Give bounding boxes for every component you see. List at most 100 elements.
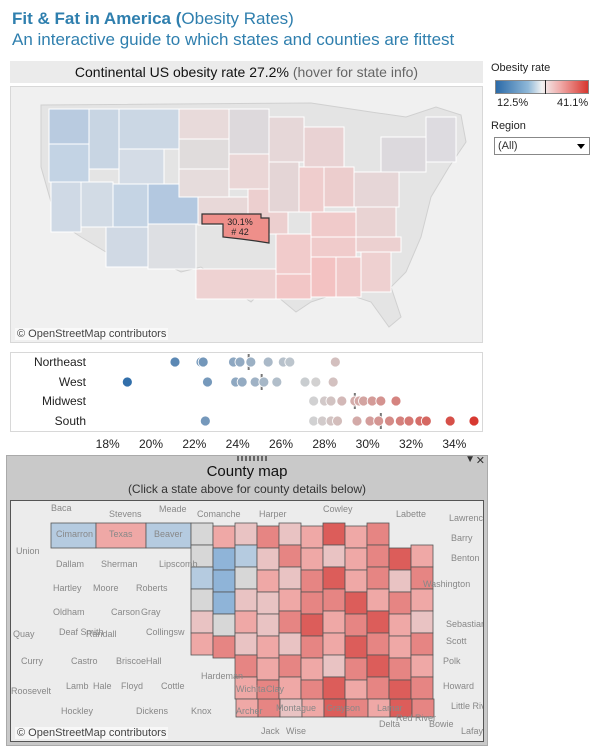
chevron-down-icon[interactable] bbox=[577, 144, 585, 149]
dot-south-0[interactable] bbox=[199, 415, 211, 427]
county-4-8[interactable] bbox=[366, 610, 390, 634]
county-1-2[interactable] bbox=[234, 544, 258, 568]
state-wi[interactable] bbox=[268, 116, 305, 163]
county-7-8[interactable] bbox=[366, 676, 390, 700]
county-3-1[interactable] bbox=[212, 591, 236, 615]
county-4-9[interactable] bbox=[388, 613, 412, 637]
county-2-0[interactable] bbox=[190, 566, 214, 590]
dot-northeast-2[interactable] bbox=[197, 356, 209, 368]
county-5-9[interactable] bbox=[388, 635, 412, 659]
dot-west-5[interactable] bbox=[258, 376, 270, 388]
county-1-4[interactable] bbox=[278, 544, 302, 568]
dot-midwest-2[interactable] bbox=[325, 395, 337, 407]
dot-south-7[interactable] bbox=[373, 415, 385, 427]
state-az[interactable] bbox=[105, 226, 149, 268]
us-map-svg[interactable]: 30.1% # 42 bbox=[11, 87, 483, 343]
state-ut[interactable] bbox=[112, 183, 149, 235]
county-4-5[interactable] bbox=[300, 613, 324, 637]
state-ga[interactable] bbox=[360, 251, 392, 293]
state-il[interactable] bbox=[268, 161, 300, 213]
county-0-4[interactable] bbox=[278, 522, 302, 546]
county-3-7[interactable] bbox=[344, 591, 368, 615]
county-1-6[interactable] bbox=[322, 544, 346, 568]
state-tx[interactable] bbox=[195, 268, 277, 300]
state-ny[interactable] bbox=[380, 136, 427, 173]
county-2-8[interactable] bbox=[366, 566, 390, 590]
county-1-5[interactable] bbox=[300, 547, 324, 571]
county-4-3[interactable] bbox=[256, 613, 280, 637]
county-6-9[interactable] bbox=[388, 657, 412, 681]
county-6-4[interactable] bbox=[278, 654, 302, 678]
dot-south-13[interactable] bbox=[444, 415, 456, 427]
region-select[interactable]: (All) bbox=[494, 137, 590, 155]
state-ky[interactable] bbox=[310, 211, 357, 238]
dot-south-14[interactable] bbox=[468, 415, 480, 427]
dot-northeast-8[interactable] bbox=[284, 356, 296, 368]
county-1-3[interactable] bbox=[256, 547, 280, 571]
state-id[interactable] bbox=[88, 108, 120, 170]
state-nm[interactable] bbox=[147, 223, 197, 270]
state-pa[interactable] bbox=[353, 171, 400, 208]
county-1-10[interactable] bbox=[410, 544, 434, 568]
dot-west-0[interactable] bbox=[121, 376, 133, 388]
county-3-6[interactable] bbox=[322, 588, 346, 612]
county-5-7[interactable] bbox=[344, 635, 368, 659]
county-5-8[interactable] bbox=[366, 632, 390, 656]
state-or[interactable] bbox=[48, 143, 90, 183]
county-map[interactable]: Baca Stevens Meade Comanche Harper Cowley Labe… bbox=[10, 500, 484, 742]
county-7-10[interactable] bbox=[410, 676, 434, 700]
county-2-9[interactable] bbox=[388, 569, 412, 593]
county-4-0[interactable] bbox=[190, 610, 214, 634]
state-mn[interactable] bbox=[228, 108, 270, 155]
county-0-7[interactable] bbox=[344, 525, 368, 549]
county-5-6[interactable] bbox=[322, 632, 346, 656]
county-panhandle-2[interactable] bbox=[145, 522, 192, 549]
dot-west-6[interactable] bbox=[271, 376, 283, 388]
dot-midwest-8[interactable] bbox=[375, 395, 387, 407]
dot-west-1[interactable] bbox=[202, 376, 213, 388]
county-5-10[interactable] bbox=[410, 632, 434, 656]
state-wa[interactable] bbox=[48, 108, 90, 145]
dot-northeast-5[interactable] bbox=[245, 356, 257, 368]
county-0-6[interactable] bbox=[322, 522, 346, 546]
county-2-1[interactable] bbox=[212, 569, 236, 593]
county-3-9[interactable] bbox=[388, 591, 412, 615]
state-in[interactable] bbox=[298, 166, 325, 213]
panel-drag-handle[interactable] bbox=[237, 456, 267, 461]
county-6-7[interactable] bbox=[344, 657, 368, 681]
close-icon[interactable]: ✕ bbox=[475, 455, 485, 467]
dot-south-8[interactable] bbox=[384, 415, 395, 427]
county-2-3[interactable] bbox=[256, 569, 280, 593]
county-3-3[interactable] bbox=[256, 591, 280, 615]
county-5-5[interactable] bbox=[300, 635, 324, 659]
us-state-map[interactable]: 30.1% # 42 © OpenStreetMap contributors bbox=[10, 86, 483, 343]
dot-northeast-0[interactable] bbox=[169, 356, 181, 368]
state-ne[interactable] bbox=[178, 168, 230, 198]
county-6-6[interactable] bbox=[322, 654, 346, 678]
state-ne-states[interactable] bbox=[425, 116, 457, 163]
county-1-7[interactable] bbox=[344, 547, 368, 571]
county-7-6[interactable] bbox=[322, 676, 346, 700]
dot-midwest-3[interactable] bbox=[336, 395, 348, 407]
state-ar[interactable] bbox=[275, 233, 312, 275]
county-0-2[interactable] bbox=[234, 522, 258, 546]
state-nv[interactable] bbox=[80, 181, 114, 228]
county-2-6[interactable] bbox=[322, 566, 346, 590]
state-la[interactable] bbox=[275, 273, 312, 300]
county-1-9[interactable] bbox=[388, 547, 412, 571]
county-5-3[interactable] bbox=[256, 635, 280, 659]
county-6-3[interactable] bbox=[256, 657, 280, 681]
county-panhandle-1[interactable] bbox=[95, 522, 147, 549]
county-2-2[interactable] bbox=[234, 566, 258, 590]
county-map-svg[interactable] bbox=[11, 501, 484, 742]
dot-west-8[interactable] bbox=[310, 376, 322, 388]
dot-west-3[interactable] bbox=[236, 376, 248, 388]
county-3-0[interactable] bbox=[190, 588, 214, 612]
county-4-2[interactable] bbox=[234, 610, 258, 634]
county-1-8[interactable] bbox=[366, 544, 390, 568]
county-3-8[interactable] bbox=[366, 588, 390, 612]
county-south-8[interactable] bbox=[411, 698, 435, 718]
county-5-0[interactable] bbox=[190, 632, 214, 656]
county-0-5[interactable] bbox=[300, 525, 324, 549]
state-mt[interactable] bbox=[118, 108, 180, 150]
